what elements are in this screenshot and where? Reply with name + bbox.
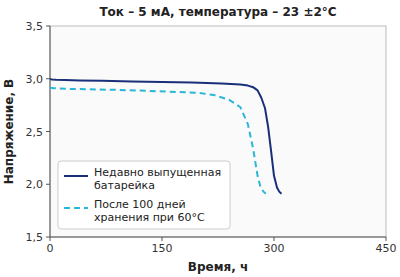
legend-swatch xyxy=(64,207,88,209)
y-tick-label: 3,5 xyxy=(26,20,44,33)
y-tick xyxy=(46,237,50,238)
x-tick xyxy=(162,237,163,241)
x-axis-label: Время, ч xyxy=(188,260,248,274)
y-tick-label: 2,0 xyxy=(26,178,44,191)
x-tick-label: 450 xyxy=(376,242,397,255)
lines xyxy=(50,79,281,194)
x-tick xyxy=(274,237,275,241)
legend-swatch xyxy=(64,175,88,177)
y-tick-label: 2,5 xyxy=(26,126,44,139)
y-tick xyxy=(46,131,50,132)
legend-box xyxy=(58,161,230,229)
legend-label: Недавно выпущеннаябатарейка xyxy=(94,166,221,192)
x-axis-line xyxy=(50,237,386,238)
x-tick xyxy=(386,237,387,241)
x-tick-label: 0 xyxy=(47,242,54,255)
x-tick-label: 150 xyxy=(152,242,173,255)
legend-label: После 100 днейхранения при 60°C xyxy=(94,198,205,224)
x-tick-label: 300 xyxy=(264,242,285,255)
y-tick xyxy=(46,78,50,79)
plot-area xyxy=(50,26,386,237)
y-tick-label: 1,5 xyxy=(26,231,44,244)
legend: Недавно выпущеннаябатарейка После 100 дне… xyxy=(58,161,230,229)
title: Ток – 5 мА, температура – 23 ±2°C xyxy=(99,5,336,19)
y-tick xyxy=(46,26,50,27)
series-line xyxy=(50,79,281,194)
y-axis-label: Напряжение, В xyxy=(2,79,16,185)
y-tick xyxy=(46,184,50,185)
legend-label-line: Недавно выпущенная xyxy=(94,166,221,179)
chart: Ток – 5 мА, температура – 23 ±2°C 0 150 300… xyxy=(0,0,400,277)
y-tick-label: 3,0 xyxy=(26,73,44,86)
x-tick xyxy=(50,237,51,241)
legend-label-line: батарейка xyxy=(94,179,155,192)
legend-label-line: После 100 дней xyxy=(94,198,186,211)
legend-label-line: хранения при 60°C xyxy=(94,211,205,224)
